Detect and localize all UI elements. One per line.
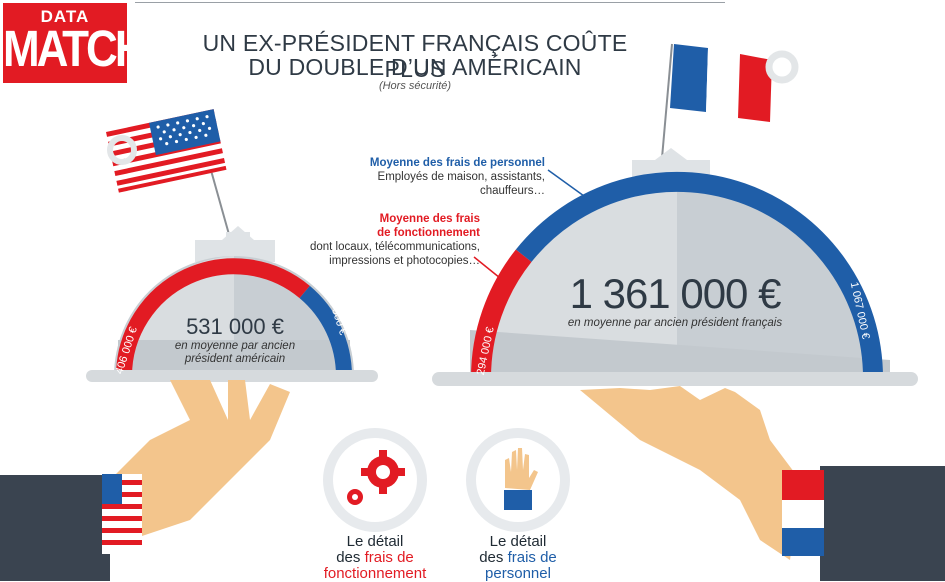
- detail-fonctionnement-button: [323, 428, 427, 532]
- us-hand-icon: [0, 380, 290, 581]
- fr-arc-fonctionnement: [470, 249, 532, 379]
- us-flag-icon: [106, 109, 227, 193]
- gears-icon: [347, 450, 405, 505]
- detail-fonctionnement-line-4: fonctionnement: [323, 565, 427, 582]
- us-deco-circle: [107, 135, 137, 165]
- us-caption-line-2: président américain: [184, 353, 286, 365]
- fr-flag-pole: [661, 43, 673, 159]
- legend-personnel-title: Moyenne des frais de personnel: [369, 157, 545, 169]
- fr-total: 1 361 000 €: [569, 270, 782, 317]
- logo-data-text: DATA: [40, 7, 90, 26]
- fr-hand-icon: [580, 386, 945, 581]
- detail-personnel-line-2: des: [479, 549, 504, 566]
- detail-fonctionnement-line-3: frais de: [364, 549, 414, 566]
- legend-fonctionnement: Moyenne des frais de fonctionnement dont…: [270, 212, 480, 268]
- fonctionnement-leader: [473, 256, 501, 279]
- legend-fonctionnement-desc-1: dont locaux, télécommunications,: [309, 241, 480, 253]
- us-tray: [86, 370, 378, 382]
- us-caption: en moyenne par ancien président américai…: [150, 340, 320, 366]
- fr-flag-icon: [670, 44, 772, 122]
- legend-fonctionnement-title-1: Moyenne des frais: [379, 213, 480, 225]
- fr-caption: en moyenne par ancien président français: [567, 317, 783, 329]
- us-arc-fonctionnement: [116, 258, 310, 377]
- data-match-logo[interactable]: DATA MATCH: [3, 3, 147, 83]
- detail-fonctionnement-line-1: Le détail: [346, 533, 404, 550]
- top-rule: [135, 2, 725, 3]
- detail-personnel-line-3: frais de: [507, 549, 557, 566]
- page-subtitle: (Hors sécurité): [378, 80, 452, 92]
- legend-fonctionnement-desc-2: impressions et photocopies…: [329, 255, 480, 267]
- legend-personnel-desc-1: Employés de maison, assistants,: [377, 171, 545, 183]
- us-caption-line-1: en moyenne par ancien: [174, 340, 296, 352]
- us-total: 531 000 €: [186, 314, 284, 339]
- us-white-house-icon: [195, 226, 275, 262]
- detail-personnel-label[interactable]: Le détail des frais de personnel: [458, 534, 578, 582]
- detail-personnel-line-1: Le détail: [489, 533, 547, 550]
- fr-deco-circle: [765, 50, 799, 84]
- legend-fonctionnement-title-2: de fonctionnement: [377, 227, 480, 239]
- detail-personnel-line-4: personnel: [485, 565, 551, 582]
- legend-personnel-desc-2: chauffeurs…: [480, 185, 545, 197]
- fr-arc-personnel: [515, 171, 883, 379]
- page-title-line-2: DU DOUBLE D’UN AMÉRICAIN: [248, 54, 582, 80]
- raised-hand-icon: [504, 448, 538, 510]
- page-title-line-1: UN EX-PRÉSIDENT FRANÇAIS COÛTE PLUS: [202, 30, 628, 82]
- legend-personnel: Moyenne des frais de personnel Employés …: [330, 156, 545, 198]
- personnel-leader: [547, 169, 585, 197]
- logo-match-text: MATCH: [3, 21, 147, 78]
- detail-personnel-button: [466, 428, 570, 532]
- detail-fonctionnement-label[interactable]: Le détail des frais de fonctionnement: [310, 534, 440, 582]
- fr-tray: [432, 372, 918, 386]
- detail-fonctionnement-line-2: des: [336, 549, 361, 566]
- us-arc-personnel: [299, 285, 352, 377]
